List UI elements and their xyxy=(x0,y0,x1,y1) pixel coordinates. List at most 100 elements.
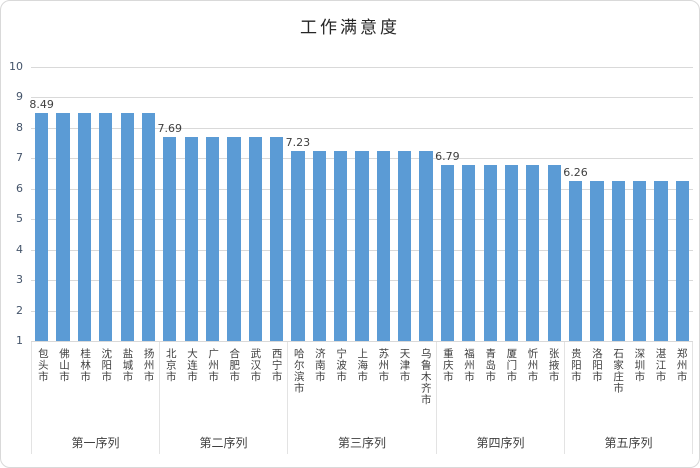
category-slot: 忻州市 xyxy=(522,342,543,428)
category-label: 广州市 xyxy=(207,348,220,383)
y-tick-label: 4 xyxy=(16,242,23,256)
category-slot: 哈尔滨市 xyxy=(288,342,309,428)
category-label: 上海市 xyxy=(356,348,369,383)
bar xyxy=(633,180,647,341)
bar xyxy=(611,180,625,341)
bar xyxy=(56,112,70,341)
bar-slot xyxy=(266,67,287,341)
bars-row: 8.49 7.69 7.23 6.79 6.26 xyxy=(29,67,693,341)
axis-group: 贵阳市 洛阳市 石家庄市 深圳市 湛江市 郑州市 第五序列 xyxy=(564,342,693,454)
bar xyxy=(163,137,177,341)
bar xyxy=(419,151,433,341)
category-slot: 武汉市 xyxy=(245,342,266,428)
bar-slot xyxy=(415,67,436,341)
y-tick-label: 6 xyxy=(16,181,23,195)
category-label: 桂林市 xyxy=(79,348,92,383)
category-label: 宁波市 xyxy=(335,348,348,383)
bar-group: 6.79 xyxy=(435,67,565,341)
bar xyxy=(590,180,604,341)
bar-slot xyxy=(95,67,116,341)
bar-slot xyxy=(522,67,543,341)
bar-group: 7.69 xyxy=(158,67,287,341)
bar-slot xyxy=(74,67,95,341)
bar-slot xyxy=(479,67,500,341)
category-label: 郑州市 xyxy=(675,348,688,383)
bar-slot xyxy=(629,67,650,341)
gridline xyxy=(31,67,693,68)
y-tick-label: 3 xyxy=(16,273,23,287)
category-label: 青岛市 xyxy=(484,348,497,383)
category-label: 重庆市 xyxy=(441,348,454,383)
category-slot: 郑州市 xyxy=(671,342,692,428)
bar xyxy=(462,164,476,341)
category-slot: 包头市 xyxy=(32,342,53,428)
bar xyxy=(526,164,540,341)
bar xyxy=(504,164,519,341)
category-label: 洛阳市 xyxy=(591,348,604,383)
category-slot: 济南市 xyxy=(309,342,330,428)
chart-title: 工作满意度 xyxy=(300,18,400,38)
category-label: 沈阳市 xyxy=(100,348,113,383)
bar-slot xyxy=(138,67,159,341)
category-label: 湛江市 xyxy=(654,348,667,383)
category-slot: 西宁市 xyxy=(266,342,287,428)
category-slot: 厦门市 xyxy=(501,342,522,428)
bar xyxy=(77,112,92,341)
data-label: 8.49 xyxy=(29,97,54,111)
category-slot: 大连市 xyxy=(181,342,202,428)
data-label: 6.79 xyxy=(435,149,460,163)
bar-group: 8.49 xyxy=(29,67,159,341)
gridline xyxy=(31,127,693,129)
axis-group: 包头市 佛山市 桂林市 沈阳市 盐城市 扬州市 第一序列 xyxy=(31,342,159,454)
bar-group: 6.26 xyxy=(563,67,693,341)
bar-slot xyxy=(52,67,73,341)
bar-slot xyxy=(351,67,372,341)
bar xyxy=(483,164,497,341)
y-axis-labels: 1 2 3 4 5 6 7 8 9 10 xyxy=(1,60,27,347)
bar xyxy=(376,151,390,341)
category-label: 贵阳市 xyxy=(569,348,582,383)
bar xyxy=(440,164,455,341)
category-label: 佛山市 xyxy=(57,348,70,383)
series-group-label: 第三序列 xyxy=(337,436,386,450)
category-slot: 盐城市 xyxy=(117,342,138,428)
y-tick-label: 7 xyxy=(16,151,23,165)
bar xyxy=(184,137,198,341)
category-slot: 沈阳市 xyxy=(95,342,116,428)
axis-group: 北京市 大连市 广州市 合肥市 武汉市 西宁市 第二序列 xyxy=(158,342,287,454)
data-label: 7.23 xyxy=(285,136,311,150)
bar xyxy=(568,180,583,341)
category-label: 天津市 xyxy=(398,348,411,383)
bar-slot xyxy=(650,67,671,341)
category-slot: 福州市 xyxy=(458,342,479,428)
category-slot: 深圳市 xyxy=(629,342,650,428)
bar-slot xyxy=(309,67,330,341)
y-tick-label: 2 xyxy=(16,303,23,317)
bar xyxy=(205,137,220,341)
category-label: 乌鲁木齐市 xyxy=(419,348,432,406)
category-label: 苏州市 xyxy=(377,348,390,383)
bar xyxy=(334,151,348,341)
y-tick-label: 9 xyxy=(16,90,23,104)
bar-slot xyxy=(458,67,479,341)
category-slot: 天津市 xyxy=(394,342,415,428)
bar-slot xyxy=(330,67,351,341)
bar xyxy=(398,151,412,341)
category-slot: 扬州市 xyxy=(138,342,159,428)
bar xyxy=(355,151,369,341)
category-label: 武汉市 xyxy=(249,348,262,383)
category-slot: 广州市 xyxy=(202,342,223,428)
bar-slot xyxy=(544,67,565,341)
data-label: 6.26 xyxy=(563,165,588,179)
series-group-label: 第二序列 xyxy=(199,436,248,450)
category-slot: 重庆市 xyxy=(437,342,458,428)
bar-slot xyxy=(394,67,415,341)
bar-slot xyxy=(608,67,629,341)
category-slot: 桂林市 xyxy=(74,342,95,428)
category-slot: 上海市 xyxy=(351,342,372,428)
category-label: 石家庄市 xyxy=(612,348,625,394)
category-label: 大连市 xyxy=(185,348,198,383)
bar xyxy=(654,180,668,341)
bar xyxy=(269,137,284,341)
